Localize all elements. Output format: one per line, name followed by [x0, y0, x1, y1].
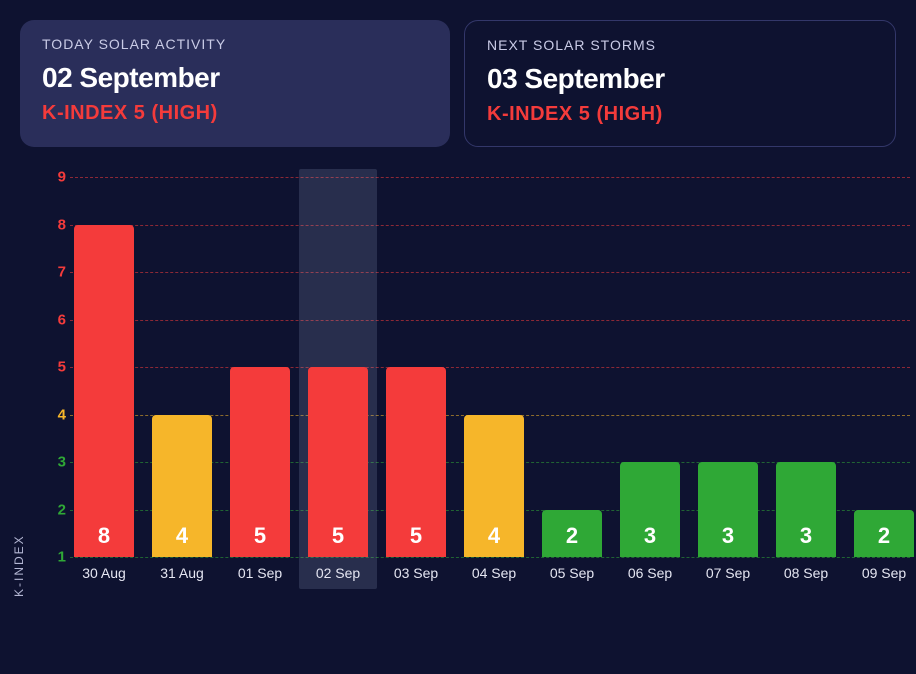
bar: 3	[620, 462, 680, 557]
bar-value: 3	[800, 523, 812, 557]
card-next-label: NEXT SOLAR STORMS	[487, 37, 873, 53]
y-axis-title: K-INDEX	[12, 534, 26, 597]
bar: 2	[542, 510, 602, 558]
bars: 8 4 5 5 5 4 2 3 3 3 2	[70, 177, 910, 557]
kindex-chart: K-INDEX 9876543218455542333230 Aug31 Aug…	[20, 177, 896, 637]
card-next-k-level: (HIGH)	[596, 103, 662, 125]
y-tick: 7	[46, 264, 66, 281]
bar-slot[interactable]: 3	[776, 177, 836, 557]
y-tick: 9	[46, 169, 66, 186]
bar-value: 2	[566, 523, 578, 557]
card-today[interactable]: TODAY SOLAR ACTIVITY 02 September K-INDE…	[20, 20, 450, 147]
bar-slot[interactable]: 4	[152, 177, 212, 557]
x-tick-label: 30 Aug	[74, 565, 134, 581]
y-tick: 6	[46, 311, 66, 328]
bar-value: 3	[644, 523, 656, 557]
x-tick-label: 05 Sep	[542, 565, 602, 581]
plot-area: 9876543218455542333230 Aug31 Aug01 Sep02…	[70, 177, 910, 557]
x-tick-label: 07 Sep	[698, 565, 758, 581]
bar-slot[interactable]: 5	[308, 177, 368, 557]
summary-cards: TODAY SOLAR ACTIVITY 02 September K-INDE…	[20, 20, 896, 147]
bar: 5	[386, 367, 446, 557]
card-next-kindex: K-INDEX 5 (HIGH)	[487, 103, 873, 126]
bar-value: 4	[176, 523, 188, 557]
bar: 3	[698, 462, 758, 557]
bar-value: 5	[254, 523, 266, 557]
bar-slot[interactable]: 3	[620, 177, 680, 557]
x-tick-label: 06 Sep	[620, 565, 680, 581]
card-today-kindex: K-INDEX 5 (HIGH)	[42, 102, 428, 125]
y-tick: 1	[46, 549, 66, 566]
bar-slot[interactable]: 3	[698, 177, 758, 557]
x-tick-label: 08 Sep	[776, 565, 836, 581]
y-tick: 4	[46, 406, 66, 423]
gridline	[70, 557, 910, 558]
y-tick: 8	[46, 216, 66, 233]
card-today-label: TODAY SOLAR ACTIVITY	[42, 36, 428, 52]
bar-value: 8	[98, 523, 110, 557]
x-tick-label: 31 Aug	[152, 565, 212, 581]
bar-value: 2	[878, 523, 890, 557]
card-today-k-level: (HIGH)	[151, 102, 217, 124]
bar-slot[interactable]: 8	[74, 177, 134, 557]
bar: 4	[152, 415, 212, 558]
bar: 5	[230, 367, 290, 557]
card-today-k-label: K-INDEX 5	[42, 102, 145, 124]
bar-value: 3	[722, 523, 734, 557]
bar: 3	[776, 462, 836, 557]
y-tick: 2	[46, 501, 66, 518]
card-next-date: 03 September	[487, 63, 873, 95]
x-axis-labels: 30 Aug 31 Aug 01 Sep 02 Sep 03 Sep 04 Sep 05 S…	[70, 565, 910, 581]
bar-slot[interactable]: 5	[386, 177, 446, 557]
bar-slot[interactable]: 4	[464, 177, 524, 557]
bar-slot[interactable]: 2	[854, 177, 914, 557]
x-tick-label: 09 Sep	[854, 565, 914, 581]
card-today-date: 02 September	[42, 62, 428, 94]
y-tick: 3	[46, 454, 66, 471]
x-tick-label: 04 Sep	[464, 565, 524, 581]
bar-value: 5	[332, 523, 344, 557]
bar-value: 4	[488, 523, 500, 557]
x-tick-label: 03 Sep	[386, 565, 446, 581]
x-tick-label: 02 Sep	[308, 565, 368, 581]
bar: 8	[74, 225, 134, 558]
bar-slot[interactable]: 2	[542, 177, 602, 557]
bar-slot[interactable]: 5	[230, 177, 290, 557]
bar: 2	[854, 510, 914, 558]
bar-value: 5	[410, 523, 422, 557]
card-next-storm[interactable]: NEXT SOLAR STORMS 03 September K-INDEX 5…	[464, 20, 896, 147]
bar: 4	[464, 415, 524, 558]
x-tick-label: 01 Sep	[230, 565, 290, 581]
card-next-k-label: K-INDEX 5	[487, 103, 590, 125]
y-tick: 5	[46, 359, 66, 376]
bar: 5	[308, 367, 368, 557]
